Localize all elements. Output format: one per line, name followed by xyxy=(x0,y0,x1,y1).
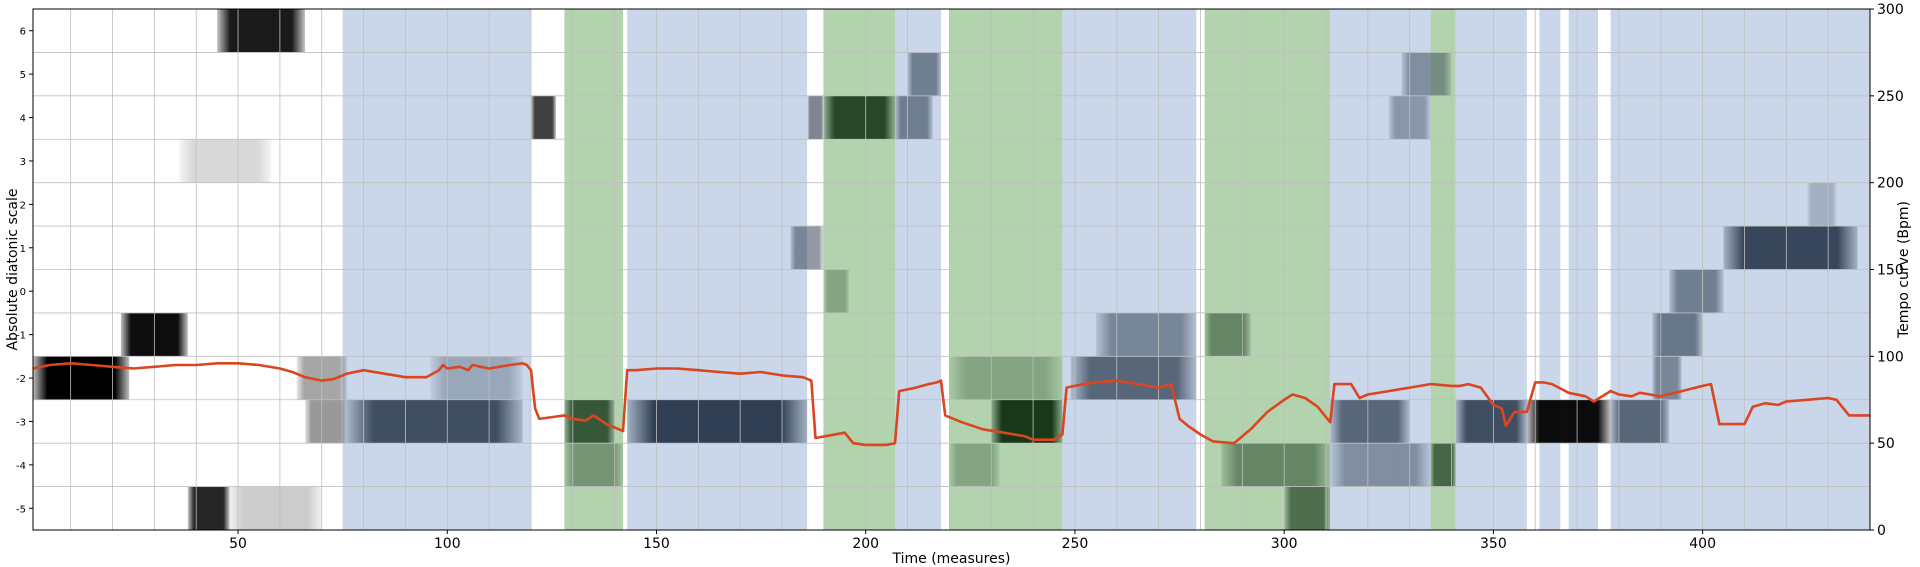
heat-cell-row--2-13 xyxy=(430,356,523,400)
y-left-tick-label: 2 xyxy=(20,200,26,211)
y-right-tick-label: 250 xyxy=(1877,89,1904,105)
heat-cell-row--4-30 xyxy=(1430,443,1456,487)
x-tick-label: 250 xyxy=(1062,536,1089,552)
y-right-tick-label: 300 xyxy=(1877,2,1904,18)
y-left-tick-label: -3 xyxy=(16,417,26,428)
y-left-tick-label: 6 xyxy=(20,27,26,38)
x-tick-label: 50 xyxy=(229,536,247,552)
heat-cell-row--5-7 xyxy=(187,486,230,530)
y-left-tick-label: 4 xyxy=(20,114,26,125)
x-tick-label: 350 xyxy=(1480,536,1507,552)
tempo-curve-line xyxy=(32,361,1870,447)
y-right-tick-label: 0 xyxy=(1877,523,1886,539)
x-axis-title: Time (measures) xyxy=(892,551,1011,567)
heat-cell-row-5-17 xyxy=(907,52,942,96)
heat-cell-row-5-32 xyxy=(1401,52,1452,96)
heat-cell-row--5-27 xyxy=(1284,486,1331,530)
heat-cell-row--3-28 xyxy=(1330,399,1410,444)
x-tick-label: 100 xyxy=(434,536,461,552)
x-tick-label: 150 xyxy=(643,536,670,552)
heat-cell-row--3-35 xyxy=(1610,399,1670,444)
heat-cell-row-3-2 xyxy=(179,139,272,183)
heat-cell-row--4-26 xyxy=(1221,443,1331,487)
y-right-axis-ticks: 0 50 100 150 200 250 300 xyxy=(1870,2,1904,539)
heat-cell-row-1-18 xyxy=(790,226,824,270)
heat-cell-row-4-14 xyxy=(807,95,824,140)
heat-cell-row-4-1 xyxy=(530,95,557,140)
y-left-tick-label: 1 xyxy=(20,244,26,255)
y-left-tick-label: 5 xyxy=(20,70,26,81)
x-tick-label: 300 xyxy=(1271,536,1298,552)
heat-cell-row--4-22 xyxy=(949,443,1000,487)
y-left-axis-title: Absolute diatonic scale xyxy=(5,188,21,350)
y-left-axis-ticks: -5 -4 -3 -2 -1 0 1 2 3 4 5 6 xyxy=(16,27,33,515)
y-left-tick-label: -1 xyxy=(16,331,26,342)
heat-cell-row-1-36 xyxy=(1723,226,1858,270)
y-right-tick-label: 100 xyxy=(1877,349,1904,365)
heat-cell-row--1-38 xyxy=(1652,312,1703,357)
heat-cell-row--4-29 xyxy=(1330,443,1431,487)
heat-cell-row--2-23 xyxy=(1070,356,1197,400)
y-left-tick-label: -5 xyxy=(16,504,26,515)
heat-cell-row--4-12 xyxy=(564,443,624,487)
y-right-tick-label: 200 xyxy=(1877,176,1904,192)
x-tick-label: 400 xyxy=(1689,536,1716,552)
y-left-tick-label: 3 xyxy=(20,157,26,168)
y-left-tick-label: -4 xyxy=(16,461,26,472)
tempo-curve-layer xyxy=(32,361,1870,447)
y-right-axis-title: Tempo curve (Bpm) xyxy=(1896,201,1912,339)
heat-cell-row--3-34 xyxy=(1526,399,1611,444)
heat-cell-row-0-37 xyxy=(1669,269,1724,313)
heat-cell-row--3-6 xyxy=(304,399,347,444)
y-left-tick-label: -2 xyxy=(16,374,26,385)
heat-cell-row--5-8 xyxy=(229,486,322,530)
heat-cell-row--3-33 xyxy=(1455,399,1527,444)
heat-cell-row-4-15 xyxy=(823,95,896,140)
heat-cell-row--3-11 xyxy=(564,399,615,444)
heat-cell-row--2-21 xyxy=(949,356,1063,400)
heat-cell-row-4-16 xyxy=(895,95,933,140)
heat-cell-row--3-9 xyxy=(346,399,523,444)
heat-cell-row--1-24 xyxy=(1095,312,1197,357)
y-right-tick-label: 150 xyxy=(1877,263,1904,279)
heat-cell-row-0-19 xyxy=(823,269,849,313)
x-axis-ticks: 50 100 150 200 250 300 350 400 xyxy=(229,530,1716,552)
heat-cell-row--1-25 xyxy=(1204,312,1251,357)
x-tick-label: 200 xyxy=(852,536,879,552)
y-left-tick-label: 0 xyxy=(20,287,26,298)
grid-lines xyxy=(33,9,1870,530)
heat-cell-row-6-0 xyxy=(217,9,305,53)
y-right-tick-label: 50 xyxy=(1877,436,1895,452)
heat-cell-row--3-10 xyxy=(627,399,808,444)
heat-cell-row-2-40 xyxy=(1807,182,1837,227)
